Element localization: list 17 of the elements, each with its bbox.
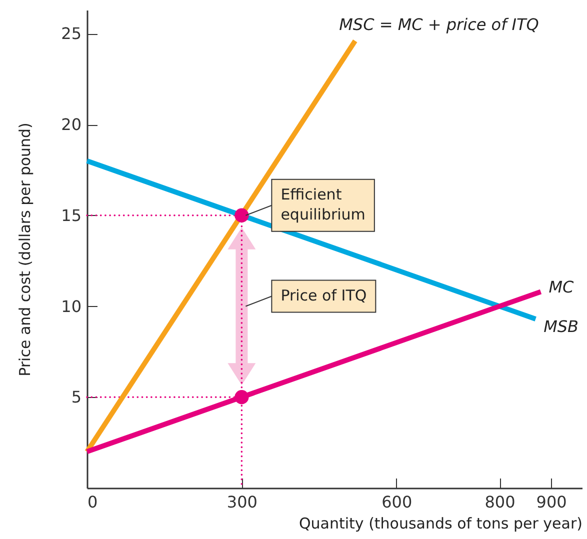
y-tick-label: 5 [71,388,82,407]
annotation: Efficient equilibrium [280,185,366,224]
y-tick-label: 15 [61,206,82,225]
x-tick-label: 0 [88,492,98,512]
x-axis-title: Quantity (thousands of tons per year) [298,514,582,532]
y-axis-title: Price and cost (dollars per pound) [16,122,34,376]
series-label: MSB [544,316,579,336]
y-tick-label: 25 [61,24,82,44]
x-tick-label: 300 [226,492,258,512]
series-label: MSC = MC + price of ITQ [339,14,539,34]
x-tick-label: 900 [536,492,567,512]
series-label: MC [548,278,575,297]
y-tick-label: 10 [61,296,82,316]
annotation: Price of ITQ [280,286,367,304]
x-tick-label: 600 [382,492,412,512]
x-tick-label: 800 [484,492,516,512]
y-tick-label: 20 [61,115,82,134]
